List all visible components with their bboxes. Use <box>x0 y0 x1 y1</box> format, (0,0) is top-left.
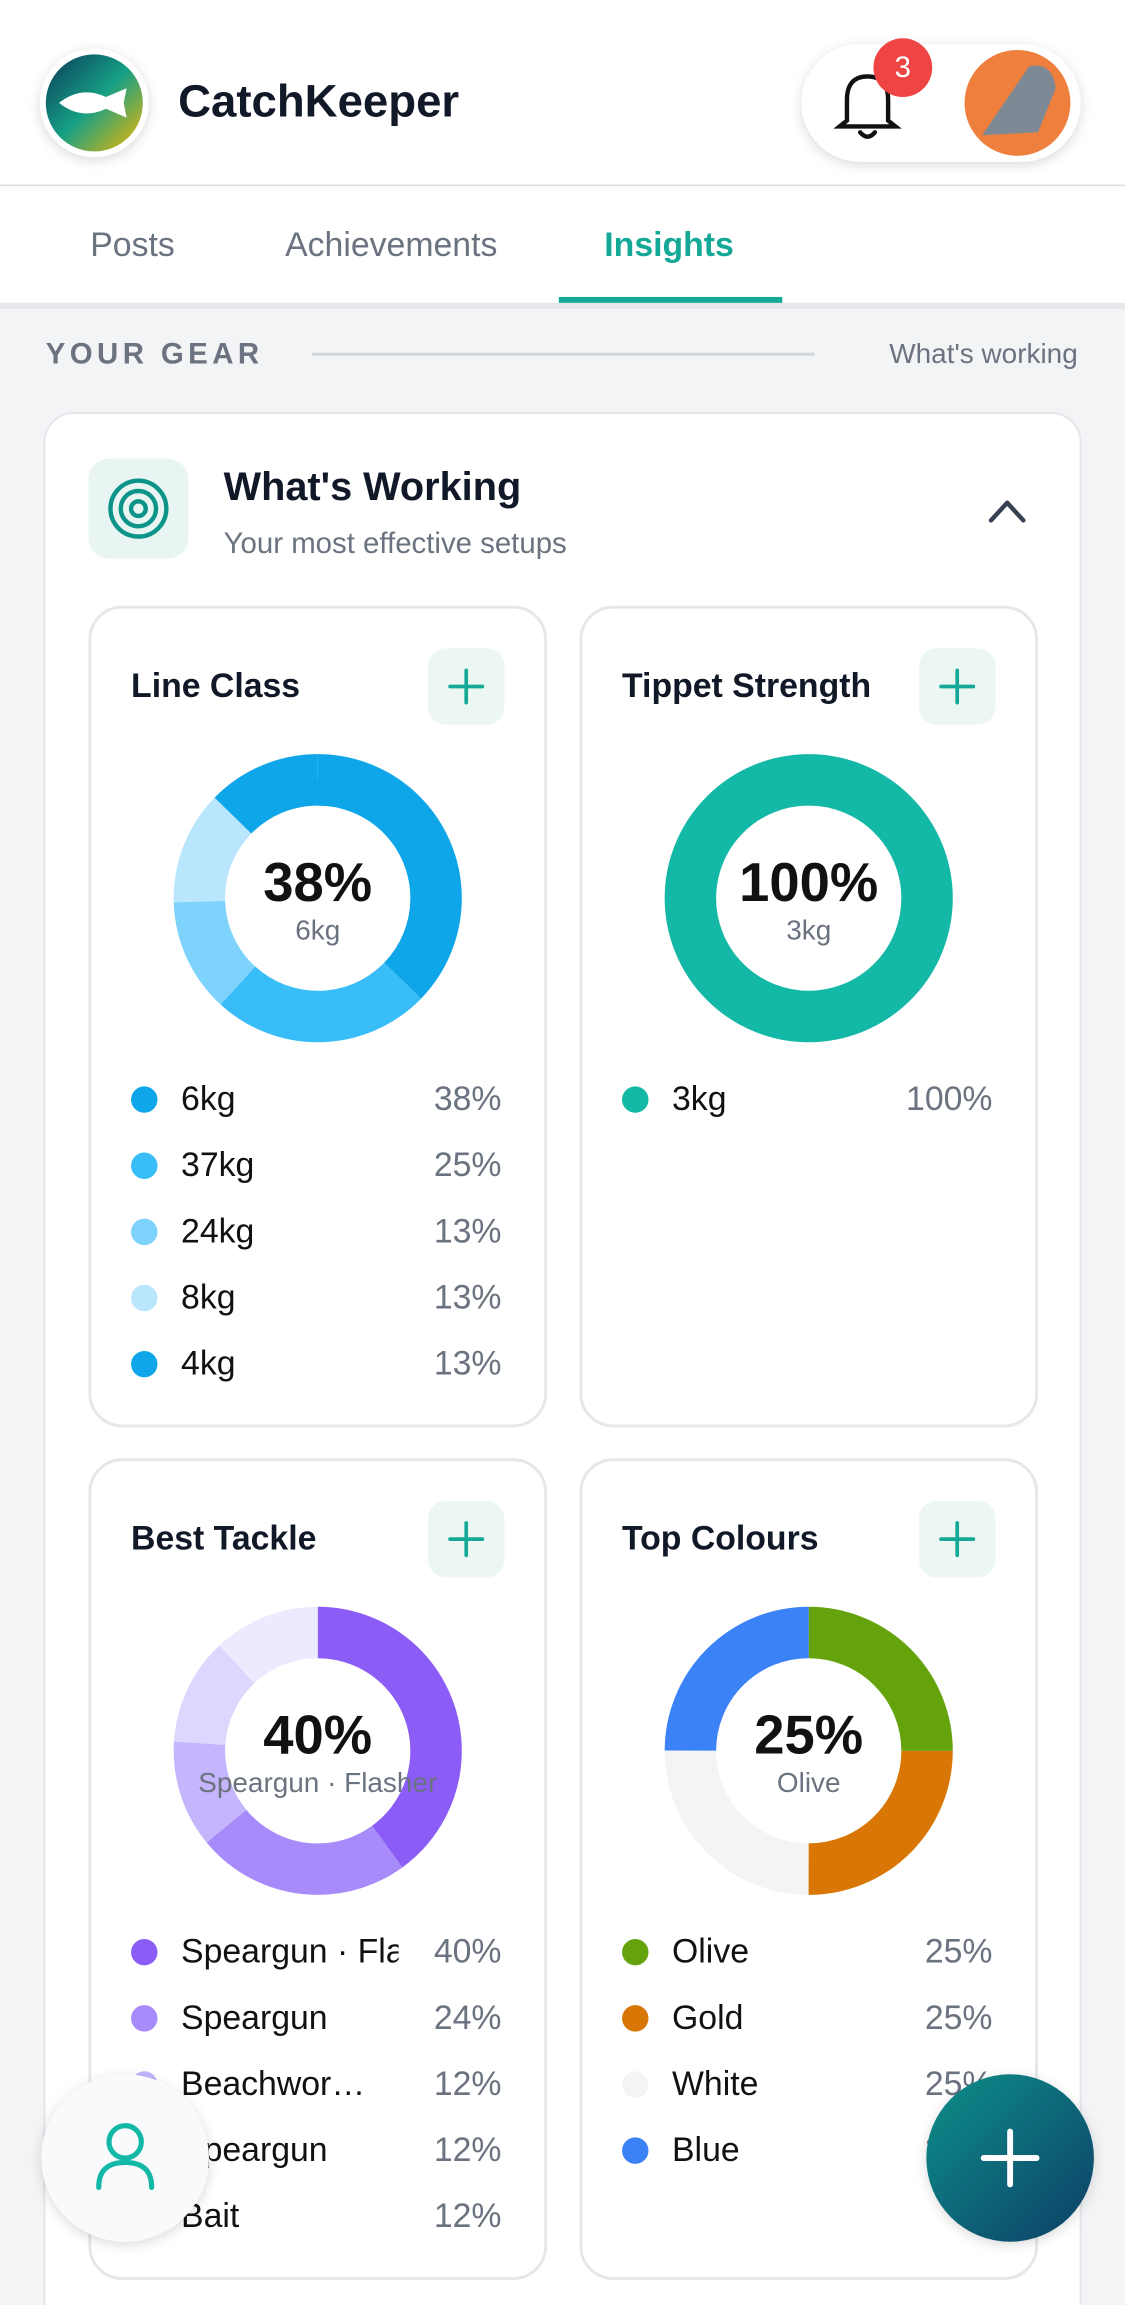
plus-icon <box>939 668 976 705</box>
donut-slice <box>173 754 462 1043</box>
legend-swatch <box>131 1152 158 1179</box>
legend-value: 24% <box>434 1999 502 2037</box>
legend-value: 25% <box>434 1146 502 1184</box>
donut-center-label: 3kg <box>786 914 831 945</box>
legend-label: Beachwor… <box>181 2065 365 2103</box>
section-label: YOUR GEAR <box>46 338 264 371</box>
bell-icon <box>833 74 902 129</box>
donut-center-label: Speargun · Flasher <box>198 1767 437 1798</box>
donut-slice <box>664 754 953 1043</box>
legend-swatch <box>131 1086 158 1113</box>
app-name: CatchKeeper <box>178 75 459 126</box>
legend-value: 12% <box>434 2131 502 2169</box>
donut-center-label: 6kg <box>295 914 340 945</box>
legend-value: 25% <box>925 1999 993 2037</box>
card-subtitle: Your most effective setups <box>224 527 567 560</box>
legend-label: Blue <box>672 2131 740 2169</box>
notification-count: 3 <box>895 51 911 84</box>
legend-value: 12% <box>434 2197 502 2235</box>
legend-swatch <box>622 1086 649 1113</box>
legend-label: Speargun · Flasher <box>181 1933 470 1971</box>
legend-label: Gold <box>672 1999 743 2037</box>
donut-center-value: 100% <box>739 852 878 913</box>
tab-bar <box>0 186 1125 303</box>
chart-title: Top Colours <box>622 1520 819 1558</box>
add-icon <box>980 2128 1040 2188</box>
notification-badge <box>873 38 933 98</box>
donut-slice <box>173 754 462 1043</box>
legend-value: 100% <box>906 1080 992 1118</box>
legend-swatch <box>622 2071 649 2098</box>
legend-label: 24kg <box>181 1212 254 1250</box>
legend-value: 40% <box>434 1933 502 1971</box>
tab-bar-border <box>0 302 1125 309</box>
donut-slice <box>664 1606 953 1895</box>
legend-swatch <box>131 1938 158 1966</box>
notification-bell[interactable] <box>833 74 902 139</box>
legend-value: 13% <box>434 1212 502 1250</box>
legend-swatch <box>131 1284 158 1312</box>
legend-label: 8kg <box>181 1278 236 1316</box>
chart-title: Line Class <box>131 667 300 705</box>
legend-label: Speargun <box>181 1999 328 2037</box>
chart-title: Tippet Strength <box>622 667 871 705</box>
legend-swatch <box>622 2005 649 2032</box>
legend-label: 4kg <box>181 1345 236 1383</box>
legend-swatch <box>622 1938 649 1966</box>
tab[interactable]: Achievements <box>285 226 497 264</box>
logo-fish <box>59 88 127 118</box>
active-tab-indicator <box>558 296 783 303</box>
section-link[interactable]: What's working <box>889 338 1077 369</box>
legend-label: 3kg <box>672 1080 727 1118</box>
legend-swatch <box>622 2137 649 2164</box>
plus-icon <box>939 1521 976 1558</box>
collapse-chevron[interactable] <box>988 500 1026 523</box>
tab[interactable]: Posts <box>90 226 175 264</box>
legend-value: 13% <box>434 1278 502 1316</box>
donut-center-value: 38% <box>263 852 372 913</box>
legend-swatch <box>131 1218 158 1246</box>
donut-slice <box>173 1606 462 1895</box>
legend-swatch <box>131 2005 158 2032</box>
donut-center-value: 40% <box>263 1704 372 1765</box>
donut-slice <box>664 1606 953 1895</box>
card-title: What's Working <box>224 465 522 509</box>
profile-icon <box>96 2123 155 2190</box>
card-icon-box <box>88 458 189 559</box>
legend-label: Olive <box>672 1933 749 1971</box>
legend-value: 12% <box>434 2065 502 2103</box>
legend-swatch <box>131 1350 158 1378</box>
legend-value: 38% <box>434 1080 502 1118</box>
legend-label: 6kg <box>181 1080 236 1118</box>
donut-slice <box>664 1606 953 1895</box>
donut-center-value: 25% <box>754 1704 863 1765</box>
donut-slice <box>173 1606 462 1895</box>
legend-label: White <box>672 2065 758 2103</box>
donut-center-label: Olive <box>777 1767 841 1798</box>
bell-clapper <box>857 130 878 139</box>
legend-value: 25% <box>925 1933 993 1971</box>
legend-label: 37kg <box>181 1146 254 1184</box>
plus-icon <box>448 668 485 705</box>
donut-slice <box>173 754 462 1043</box>
chart-title: Best Tackle <box>131 1520 316 1558</box>
plus-icon <box>448 1521 485 1558</box>
tab[interactable]: Insights <box>604 226 734 264</box>
target-icon <box>108 478 169 539</box>
avatar-image <box>982 65 1056 136</box>
donut-slice <box>173 1606 462 1895</box>
legend-value: 13% <box>434 1345 502 1383</box>
